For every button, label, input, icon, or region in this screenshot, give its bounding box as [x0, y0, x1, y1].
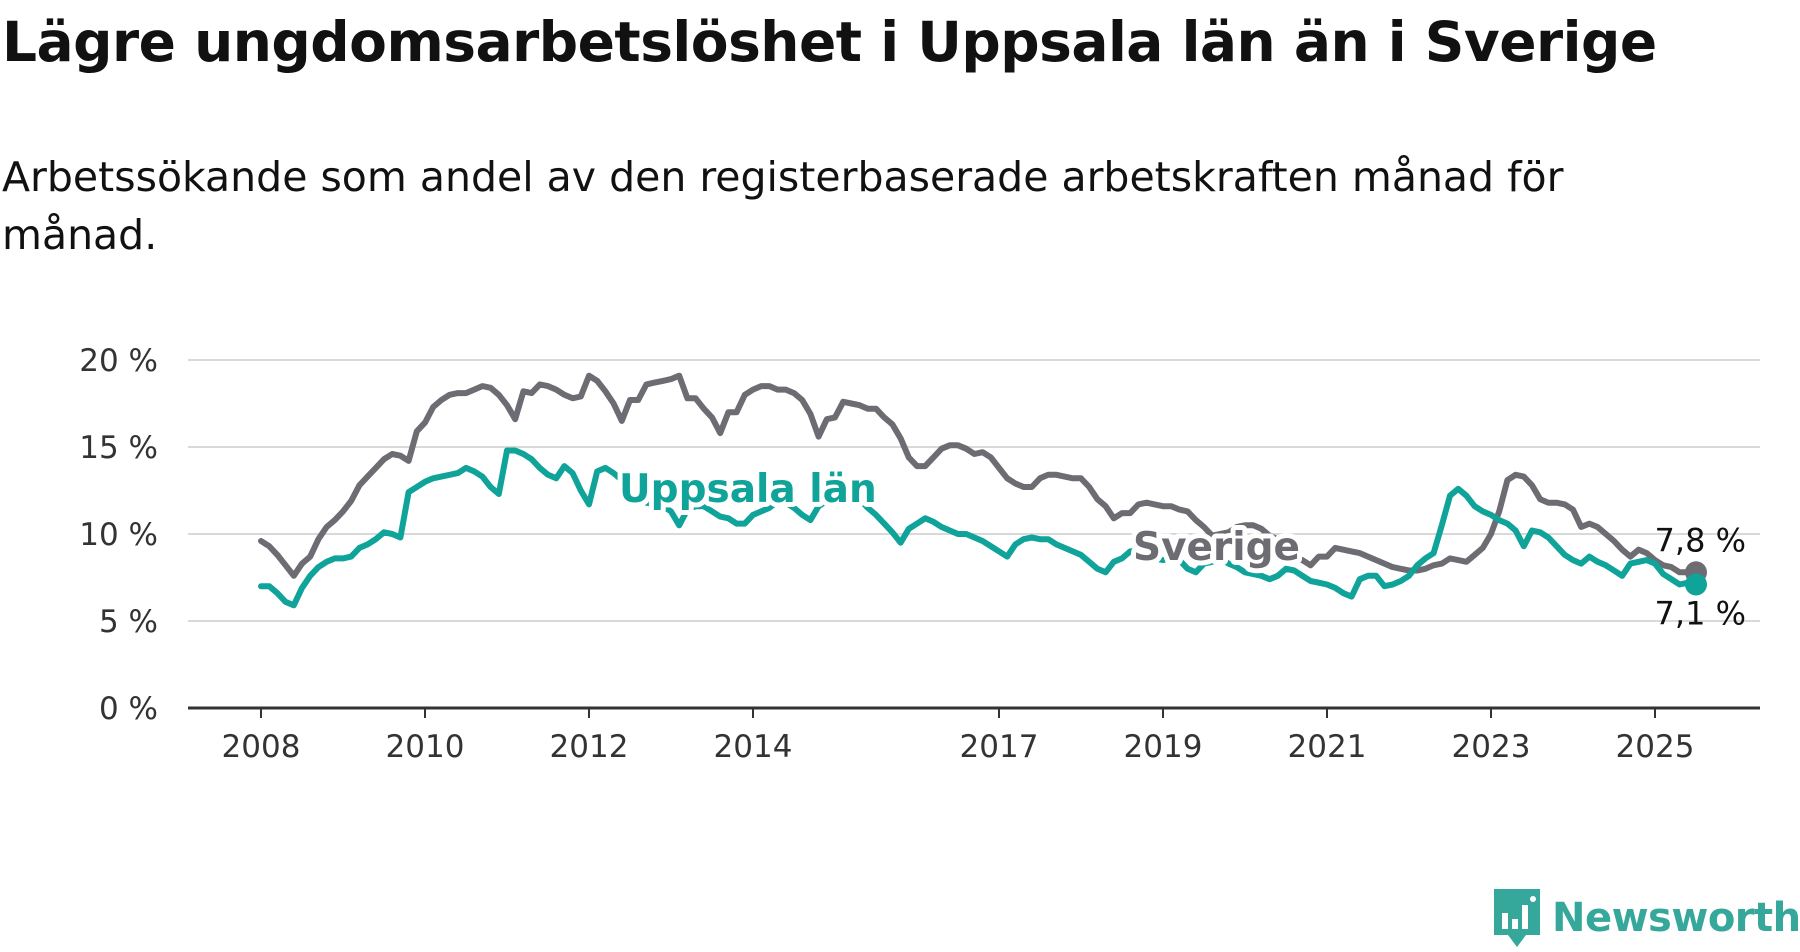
- end-label-sverige: 7,8 %: [1655, 521, 1746, 559]
- x-tick-label: 2019: [1124, 729, 1203, 765]
- y-tick-label: 5 %: [99, 604, 158, 640]
- x-tick-label: 2025: [1616, 729, 1695, 765]
- x-tick-label: 2014: [714, 729, 793, 765]
- series-label-sverige: Sverige: [1133, 525, 1300, 570]
- chart-subtitle: Arbetssökande som andel av den registerb…: [2, 153, 1564, 259]
- series-labels: Uppsala län Sverige 7,8 % 7,1 %: [614, 462, 1746, 632]
- brand-name: Newsworthy: [1552, 895, 1800, 941]
- y-tick-label: 0 %: [99, 691, 158, 727]
- series-line-sverige: [258, 372, 1699, 579]
- newsworthy-logo: Newsworthy: [1492, 884, 1800, 952]
- x-tick-label: 2023: [1452, 729, 1531, 765]
- chart-title: Lägre ungdomsarbetslöshet i Uppsala län …: [2, 10, 1657, 74]
- gridlines: [188, 359, 1760, 622]
- x-tick-label: 2021: [1288, 729, 1367, 765]
- axes: 0 % 5 % 10 % 15 % 20 % 2008 2010 2012 2014 2017 20…: [79, 343, 1760, 765]
- x-tick-label: 2010: [386, 729, 465, 765]
- bar-chart-speech-bubble-icon: [1494, 889, 1540, 947]
- series-label-uppsala: Uppsala län: [619, 467, 877, 512]
- x-tick-label: 2008: [222, 729, 301, 765]
- series-line-uppsala-län: [258, 447, 1699, 609]
- end-label-uppsala: 7,1 %: [1655, 594, 1746, 632]
- y-tick-label: 10 %: [79, 517, 158, 553]
- y-tick-label: 15 %: [79, 430, 158, 466]
- x-tick-label: 2017: [960, 729, 1039, 765]
- end-point-uppsala-län: [1685, 573, 1707, 596]
- series-lines: [258, 372, 1707, 609]
- x-tick-label: 2012: [550, 729, 629, 765]
- y-tick-label: 20 %: [79, 343, 158, 379]
